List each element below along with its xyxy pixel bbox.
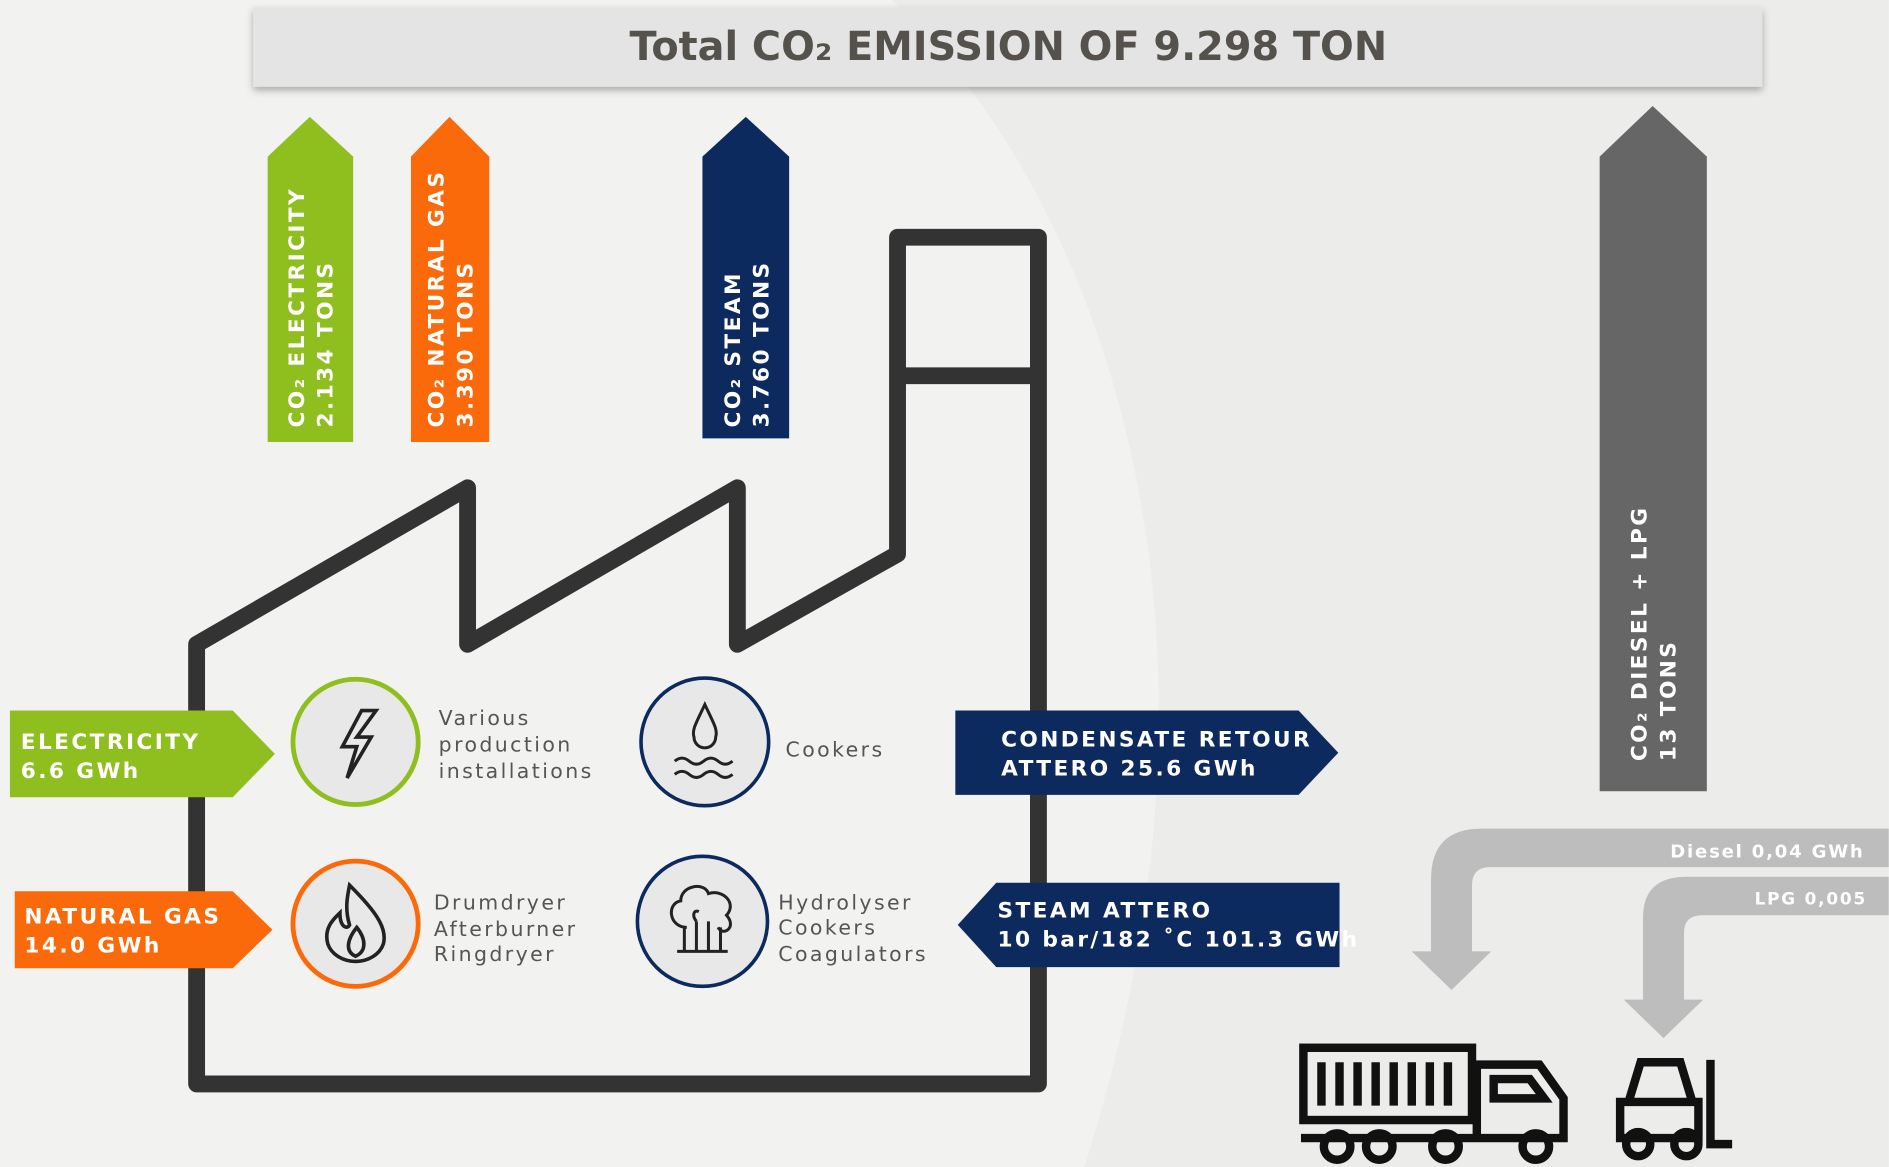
use-text: Drumdryer [434, 890, 567, 914]
use-text: Afterburner [434, 917, 578, 941]
use-text: Cookers [778, 916, 877, 940]
title: Total CO₂ EMISSION OF 9.298 TON [630, 24, 1388, 70]
input-label: STEAM ATTERO [997, 899, 1212, 924]
output-condensate [955, 711, 1338, 795]
icon-hydrolyser [637, 856, 767, 986]
emission-amount: 3.390 TONS [453, 261, 478, 428]
use-text: Ringdryer [434, 942, 556, 966]
input-label: NATURAL GAS [24, 905, 221, 930]
fuel-label: LPG 0,005 [1755, 888, 1867, 908]
emission-label: CO₂ ELECTRICITY [285, 187, 310, 428]
infographic: Total CO₂ EMISSION OF 9.298 TON CO₂ ELEC… [0, 0, 1889, 1167]
use-text: installations [439, 759, 594, 783]
use-text: Various [439, 706, 531, 730]
input-label: ELECTRICITY [21, 730, 201, 755]
emission-amount: 13 TONS [1657, 640, 1682, 761]
emission-label: CO₂ DIESEL + LPG [1628, 506, 1653, 762]
fuel-label: Diesel 0,04 GWh [1670, 841, 1864, 862]
use-text: production [439, 733, 573, 757]
input-amount: 14.0 GWh [24, 934, 161, 959]
arrow-diesel [1600, 106, 1707, 791]
output-label: CONDENSATE RETOUR [1001, 728, 1312, 753]
emission-label: CO₂ STEAM [721, 271, 746, 427]
icon-electricity [293, 679, 418, 804]
arrow-electricity [268, 117, 354, 442]
use-text: Cookers [786, 737, 885, 761]
emission-amount: 2.134 TONS [314, 261, 339, 428]
input-amount: 10 bar/182 ˚C 101.3 GWh [997, 928, 1359, 953]
emission-amount: 3.760 TONS [750, 261, 775, 428]
use-text: Hydrolyser [778, 890, 913, 914]
emission-label: CO₂ NATURAL GAS [424, 170, 449, 428]
use-text: Coagulators [778, 942, 928, 966]
input-amount: 6.6 GWh [21, 759, 141, 784]
output-amount: ATTERO 25.6 GWh [1001, 757, 1258, 782]
icon-cookers [641, 678, 769, 806]
input-steam [958, 883, 1340, 967]
arrow-steam [702, 117, 789, 439]
icon-fire [293, 861, 418, 986]
